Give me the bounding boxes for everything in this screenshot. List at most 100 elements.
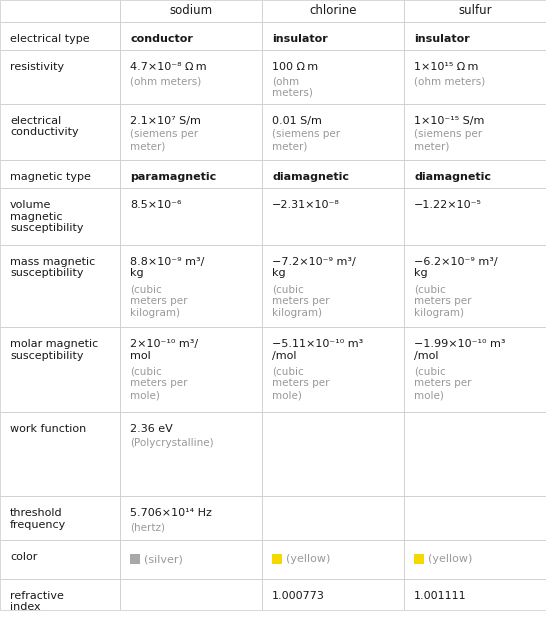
Text: insulator: insulator bbox=[414, 34, 470, 44]
Bar bbox=[262, 188, 404, 244]
Bar bbox=[262, 244, 404, 327]
Text: work function: work function bbox=[10, 424, 86, 434]
Text: (ohm meters): (ohm meters) bbox=[414, 76, 485, 86]
Bar bbox=[404, 412, 546, 497]
Bar bbox=[262, 0, 404, 22]
Text: (siemens per
meter): (siemens per meter) bbox=[272, 129, 340, 151]
Text: (siemens per
meter): (siemens per meter) bbox=[130, 129, 198, 151]
Bar bbox=[404, 327, 546, 412]
Text: (yellow): (yellow) bbox=[286, 554, 330, 564]
Text: electrical type: electrical type bbox=[10, 34, 90, 44]
Text: (cubic
meters per
mole): (cubic meters per mole) bbox=[272, 367, 330, 400]
Bar bbox=[120, 497, 262, 540]
Text: 0.01 S/m: 0.01 S/m bbox=[272, 116, 322, 125]
Bar bbox=[120, 22, 262, 50]
Text: 8.8×10⁻⁹ m³/
kg: 8.8×10⁻⁹ m³/ kg bbox=[130, 257, 205, 278]
Text: −1.22×10⁻⁵: −1.22×10⁻⁵ bbox=[414, 200, 482, 210]
Bar bbox=[404, 0, 546, 22]
Text: diamagnetic: diamagnetic bbox=[414, 172, 491, 182]
Text: magnetic type: magnetic type bbox=[10, 172, 91, 182]
Bar bbox=[404, 50, 546, 104]
Text: 1×10¹⁵ Ω m: 1×10¹⁵ Ω m bbox=[414, 62, 478, 72]
Bar bbox=[0, 497, 120, 540]
Bar bbox=[0, 412, 120, 497]
Bar bbox=[120, 579, 262, 610]
Bar bbox=[262, 412, 404, 497]
Text: color: color bbox=[10, 552, 37, 562]
Bar bbox=[404, 188, 546, 244]
Bar bbox=[262, 160, 404, 188]
Bar bbox=[120, 104, 262, 160]
Text: 5.706×10¹⁴ Hz: 5.706×10¹⁴ Hz bbox=[130, 508, 212, 518]
Text: (ohm meters): (ohm meters) bbox=[130, 76, 201, 86]
Text: refractive
index: refractive index bbox=[10, 591, 64, 612]
Text: 1.000773: 1.000773 bbox=[272, 591, 325, 601]
Text: 2.36 eV: 2.36 eV bbox=[130, 424, 173, 434]
Text: sodium: sodium bbox=[170, 4, 212, 17]
Text: 100 Ω m: 100 Ω m bbox=[272, 62, 318, 72]
Text: (yellow): (yellow) bbox=[428, 554, 472, 564]
Bar bbox=[262, 579, 404, 610]
Text: sulfur: sulfur bbox=[458, 4, 492, 17]
Bar bbox=[0, 579, 120, 610]
Bar bbox=[262, 327, 404, 412]
Text: electrical
conductivity: electrical conductivity bbox=[10, 116, 79, 137]
Bar bbox=[0, 0, 120, 22]
Text: chlorine: chlorine bbox=[310, 4, 357, 17]
Text: 2×10⁻¹⁰ m³/
mol: 2×10⁻¹⁰ m³/ mol bbox=[130, 339, 198, 361]
Bar bbox=[0, 244, 120, 327]
Text: (cubic
meters per
mole): (cubic meters per mole) bbox=[414, 367, 472, 400]
Text: (cubic
meters per
kilogram): (cubic meters per kilogram) bbox=[414, 285, 472, 317]
Bar bbox=[0, 50, 120, 104]
Bar bbox=[120, 160, 262, 188]
Text: (silver): (silver) bbox=[144, 554, 183, 564]
Bar bbox=[120, 188, 262, 244]
Text: −6.2×10⁻⁹ m³/
kg: −6.2×10⁻⁹ m³/ kg bbox=[414, 257, 497, 278]
Text: −5.11×10⁻¹⁰ m³
/mol: −5.11×10⁻¹⁰ m³ /mol bbox=[272, 339, 363, 361]
Bar bbox=[404, 579, 546, 610]
Text: (cubic
meters per
kilogram): (cubic meters per kilogram) bbox=[130, 285, 188, 317]
Bar bbox=[120, 50, 262, 104]
Text: mass magnetic
susceptibility: mass magnetic susceptibility bbox=[10, 257, 95, 278]
Text: 1.001111: 1.001111 bbox=[414, 591, 467, 601]
Bar bbox=[0, 104, 120, 160]
Text: (Polycrystalline): (Polycrystalline) bbox=[130, 438, 213, 447]
Text: 8.5×10⁻⁶: 8.5×10⁻⁶ bbox=[130, 200, 181, 210]
Bar bbox=[0, 188, 120, 244]
Bar bbox=[120, 0, 262, 22]
Text: resistivity: resistivity bbox=[10, 62, 64, 72]
Bar bbox=[272, 554, 282, 564]
Text: (siemens per
meter): (siemens per meter) bbox=[414, 129, 482, 151]
Bar bbox=[130, 554, 140, 564]
Bar bbox=[404, 22, 546, 50]
Text: threshold
frequency: threshold frequency bbox=[10, 508, 66, 530]
Bar bbox=[262, 104, 404, 160]
Bar bbox=[404, 244, 546, 327]
Bar bbox=[120, 327, 262, 412]
Bar bbox=[262, 50, 404, 104]
Text: −1.99×10⁻¹⁰ m³
/mol: −1.99×10⁻¹⁰ m³ /mol bbox=[414, 339, 506, 361]
Text: volume
magnetic
susceptibility: volume magnetic susceptibility bbox=[10, 200, 84, 234]
Bar bbox=[414, 554, 424, 564]
Bar bbox=[404, 104, 546, 160]
Text: (cubic
meters per
kilogram): (cubic meters per kilogram) bbox=[272, 285, 330, 317]
Bar bbox=[404, 540, 546, 579]
Bar bbox=[0, 540, 120, 579]
Bar bbox=[0, 160, 120, 188]
Bar bbox=[404, 160, 546, 188]
Bar bbox=[120, 540, 262, 579]
Text: molar magnetic
susceptibility: molar magnetic susceptibility bbox=[10, 339, 98, 361]
Bar bbox=[120, 244, 262, 327]
Text: (ohm
meters): (ohm meters) bbox=[272, 76, 313, 98]
Text: 1×10⁻¹⁵ S/m: 1×10⁻¹⁵ S/m bbox=[414, 116, 484, 125]
Bar bbox=[0, 22, 120, 50]
Bar bbox=[262, 540, 404, 579]
Text: 2.1×10⁷ S/m: 2.1×10⁷ S/m bbox=[130, 116, 201, 125]
Text: (cubic
meters per
mole): (cubic meters per mole) bbox=[130, 367, 188, 400]
Bar bbox=[0, 327, 120, 412]
Bar bbox=[262, 497, 404, 540]
Text: 4.7×10⁻⁸ Ω m: 4.7×10⁻⁸ Ω m bbox=[130, 62, 207, 72]
Text: diamagnetic: diamagnetic bbox=[272, 172, 349, 182]
Text: conductor: conductor bbox=[130, 34, 193, 44]
Text: −7.2×10⁻⁹ m³/
kg: −7.2×10⁻⁹ m³/ kg bbox=[272, 257, 356, 278]
